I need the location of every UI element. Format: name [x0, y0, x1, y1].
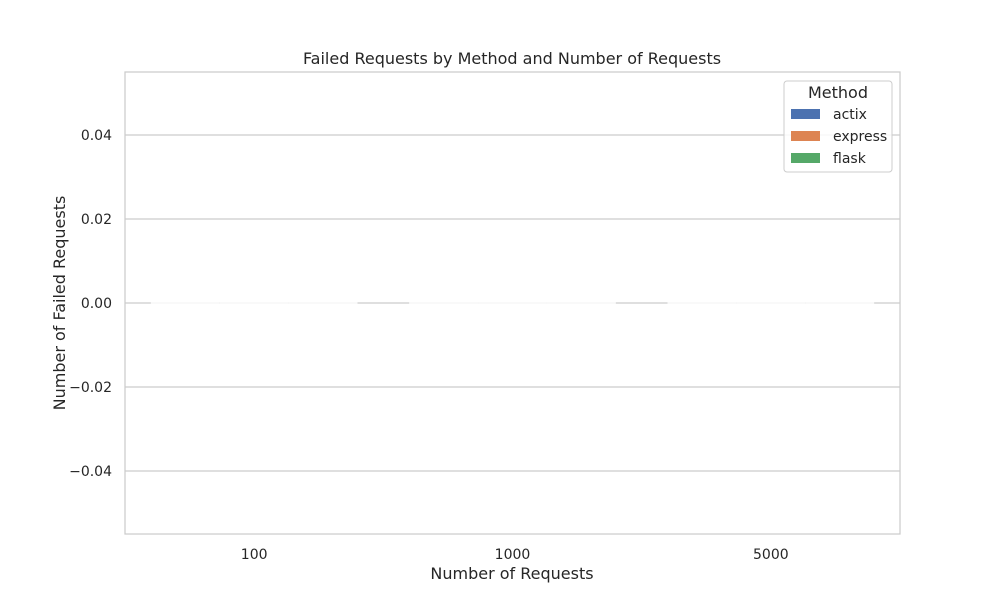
- x-tick-label: 5000: [753, 547, 789, 563]
- legend-label-actix: actix: [833, 107, 867, 123]
- bar-actix-5000: [667, 302, 737, 304]
- x-axis-title: Number of Requests: [430, 564, 593, 583]
- legend-swatch-actix: [791, 109, 820, 119]
- bar-express-1000: [478, 302, 547, 304]
- y-tick-label: −0.02: [69, 380, 112, 396]
- legend-box: [783, 80, 893, 173]
- x-tick-label: 100: [241, 547, 268, 563]
- bar-flask-100: [288, 302, 358, 304]
- bar-express-5000: [736, 302, 806, 304]
- x-tick-label: 1000: [495, 547, 531, 563]
- bar-actix-100: [150, 302, 220, 304]
- y-tick-labels: −0.04 −0.02 0.00 0.02 0.04: [69, 128, 112, 480]
- bar-express-100: [219, 302, 289, 304]
- legend-items: actix express flask: [791, 107, 887, 167]
- legend-label-express: express: [833, 129, 887, 145]
- legend-swatch-express: [791, 131, 820, 141]
- y-axis-title: Number of Failed Requests: [50, 196, 69, 411]
- chart-title: Failed Requests by Method and Number of …: [303, 49, 721, 68]
- y-tick-label: 0.04: [81, 128, 112, 144]
- bars: [150, 302, 875, 304]
- legend-title: Method: [808, 83, 868, 102]
- legend: Method actix express flask: [783, 80, 893, 173]
- y-tick-label: −0.04: [69, 464, 112, 480]
- legend-label-flask: flask: [833, 151, 867, 167]
- y-tick-label: 0.02: [81, 212, 112, 228]
- plot-frame: [124, 71, 901, 535]
- bar-flask-5000: [805, 302, 875, 304]
- x-tick-labels: 100 1000 5000: [241, 547, 789, 563]
- y-tick-label: 0.00: [81, 296, 112, 312]
- bar-flask-1000: [546, 302, 616, 304]
- legend-swatch-flask: [791, 153, 820, 163]
- bar-actix-1000: [409, 302, 479, 304]
